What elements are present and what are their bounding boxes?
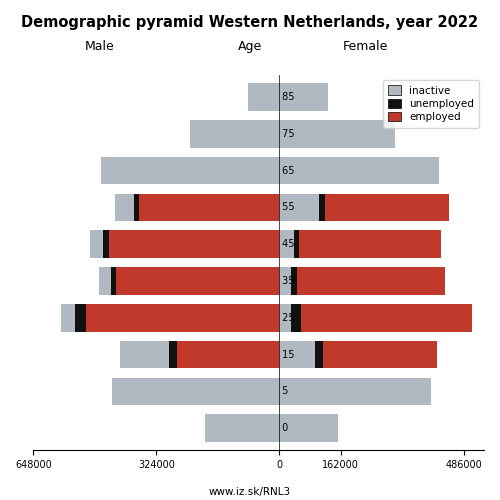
Bar [280,267,291,295]
Text: 15: 15 [280,350,295,360]
Legend: inactive, unemployed, employed: inactive, unemployed, employed [383,80,479,128]
Bar [139,194,280,221]
Text: Age: Age [238,40,262,53]
Bar [299,230,442,258]
Text: 0: 0 [280,423,288,433]
Bar [190,120,280,148]
Text: 55: 55 [280,202,295,212]
Bar [316,341,323,368]
Text: 45: 45 [280,239,295,249]
Text: 65: 65 [280,166,295,175]
Bar [116,267,280,295]
Bar [292,267,297,295]
Bar [206,414,280,442]
Bar [86,304,280,332]
Text: Female: Female [342,40,388,53]
Bar [280,194,319,221]
Text: 25: 25 [280,313,295,323]
Text: 75: 75 [280,129,295,139]
Bar [101,157,280,184]
Bar [292,304,302,332]
Bar [325,194,448,221]
Bar [98,267,111,295]
Text: 5: 5 [280,386,288,396]
Bar [103,230,108,258]
Text: 35: 35 [280,276,295,286]
Bar [323,341,437,368]
Bar [280,414,338,442]
Bar [302,304,472,332]
Text: www.iz.sk/RNL3: www.iz.sk/RNL3 [209,487,291,497]
Bar [111,267,116,295]
Bar [112,378,280,405]
Bar [280,230,293,258]
Bar [280,157,438,184]
Bar [319,194,325,221]
Bar [60,304,75,332]
Bar [134,194,139,221]
Bar [280,341,316,368]
Text: Male: Male [85,40,115,53]
Bar [114,194,134,221]
Bar [108,230,280,258]
Bar [177,341,280,368]
Text: Demographic pyramid Western Netherlands, year 2022: Demographic pyramid Western Netherlands,… [22,15,478,30]
Bar [75,304,86,332]
Bar [280,120,395,148]
Bar [297,267,445,295]
Bar [280,378,431,405]
Bar [169,341,177,368]
Bar [120,341,169,368]
Text: 85: 85 [280,92,295,102]
Bar [280,84,328,111]
Bar [294,230,299,258]
Bar [280,304,291,332]
Bar [248,84,280,111]
Bar [90,230,103,258]
